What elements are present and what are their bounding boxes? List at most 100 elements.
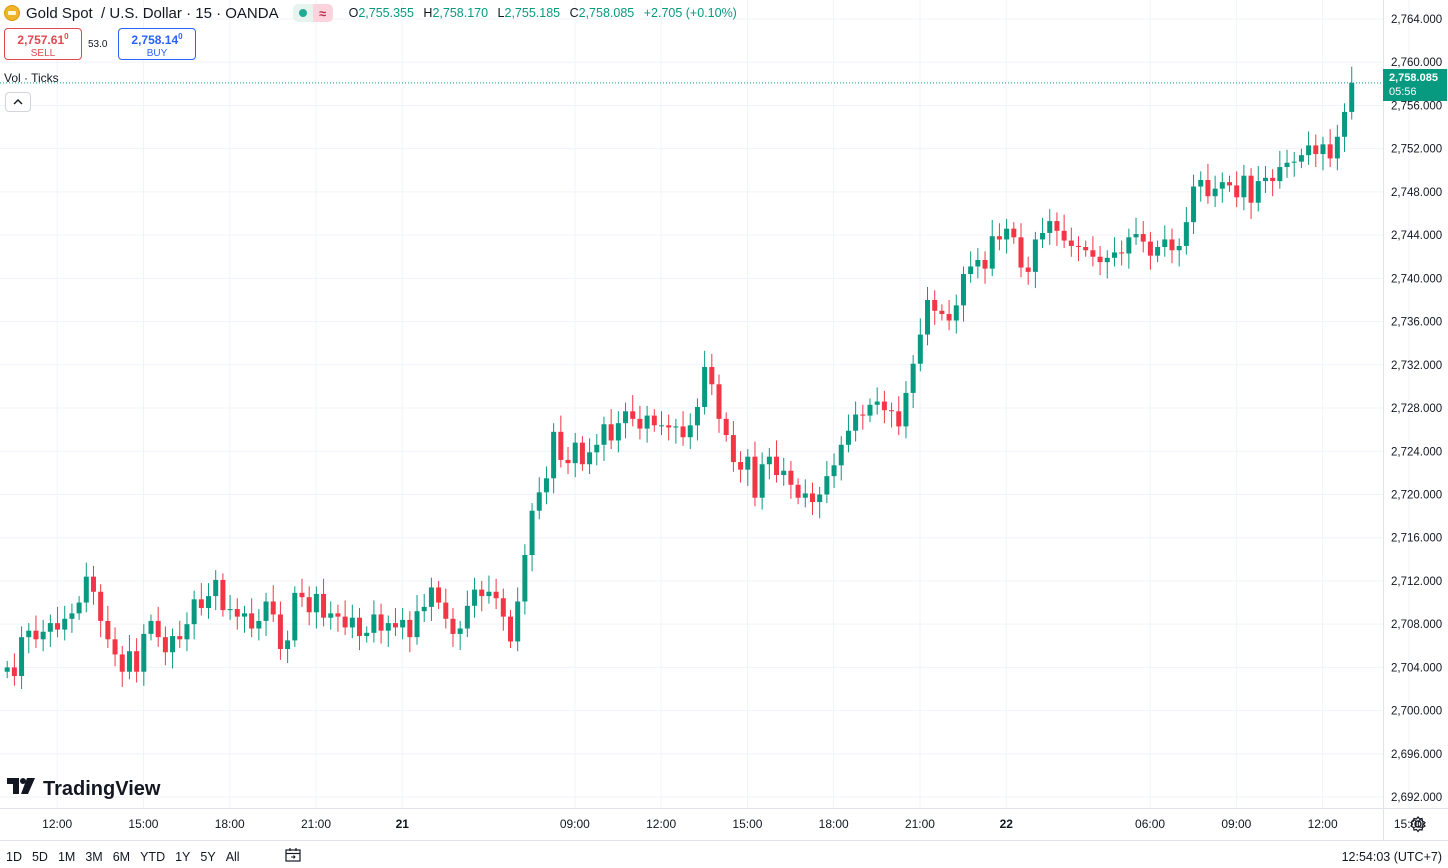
candle bbox=[1018, 223, 1024, 278]
candle-body bbox=[1334, 136, 1340, 159]
candle bbox=[745, 449, 751, 486]
candle-body bbox=[889, 410, 895, 412]
candle bbox=[1169, 228, 1175, 264]
candle bbox=[1234, 171, 1240, 208]
candle bbox=[1277, 150, 1283, 189]
candle-body bbox=[960, 274, 966, 306]
candle-body bbox=[299, 592, 305, 598]
candle-body bbox=[946, 314, 952, 321]
candle-body bbox=[112, 639, 118, 655]
candle-body bbox=[213, 579, 219, 597]
timezone-clock[interactable]: 12:54:03 (UTC+7) bbox=[1341, 850, 1442, 864]
candle-body bbox=[1291, 161, 1297, 163]
candle-body bbox=[1306, 145, 1312, 156]
candle-body bbox=[1140, 234, 1146, 242]
time-axis-label: 21:00 bbox=[301, 817, 331, 831]
last-price-label: 2,758.085 05:56 bbox=[1383, 69, 1447, 101]
range-button-1m[interactable]: 1M bbox=[57, 850, 76, 864]
candle bbox=[1212, 175, 1218, 208]
candle bbox=[206, 583, 212, 619]
candle-body bbox=[1047, 221, 1053, 233]
candle-body bbox=[342, 616, 348, 628]
candle-body bbox=[1270, 177, 1276, 182]
range-button-ytd[interactable]: YTD bbox=[140, 850, 166, 864]
candle bbox=[1255, 165, 1261, 212]
price-axis-label: 2,764.000 bbox=[1391, 14, 1442, 26]
collapse-legend-button[interactable] bbox=[5, 92, 31, 112]
candle-body bbox=[40, 631, 46, 640]
candle-body bbox=[493, 591, 499, 599]
candle bbox=[658, 411, 664, 436]
candle bbox=[853, 401, 859, 442]
time-axis-label: 12:00 bbox=[1308, 817, 1338, 831]
candle-body bbox=[83, 576, 89, 603]
candle-body bbox=[392, 623, 398, 628]
candle-body bbox=[198, 599, 204, 608]
candle-body bbox=[191, 599, 197, 625]
candle-body bbox=[522, 555, 528, 602]
candle bbox=[313, 586, 319, 629]
symbol-title[interactable]: Gold Spot / U.S. Dollar · 15 · OANDA bbox=[26, 4, 279, 22]
time-axis-label: 09:00 bbox=[560, 817, 590, 831]
candle-body bbox=[630, 411, 636, 419]
candle bbox=[917, 318, 923, 372]
candle-body bbox=[608, 424, 614, 441]
candle bbox=[306, 586, 312, 626]
range-button-all[interactable]: All bbox=[225, 850, 240, 864]
tv-logo-icon bbox=[7, 777, 37, 801]
candle-body bbox=[1234, 185, 1240, 198]
range-button-1d[interactable]: 1D bbox=[6, 850, 22, 864]
candle-body bbox=[1169, 239, 1175, 251]
candle bbox=[1262, 165, 1268, 193]
sell-button[interactable]: 2,757.610 SELL bbox=[4, 28, 82, 60]
candle-body bbox=[1255, 181, 1261, 203]
candle bbox=[119, 645, 125, 687]
range-button-6m[interactable]: 6M bbox=[112, 850, 131, 864]
candle-body bbox=[709, 366, 715, 385]
candle bbox=[299, 578, 305, 607]
tradingview-logo[interactable]: TradingView bbox=[7, 777, 160, 801]
calendar-goto-icon[interactable] bbox=[285, 848, 301, 862]
candle-body bbox=[730, 435, 736, 463]
candle bbox=[817, 486, 823, 519]
range-button-1y[interactable]: 1Y bbox=[175, 850, 191, 864]
candle-body bbox=[306, 597, 312, 613]
candle bbox=[155, 606, 161, 647]
price-axis-label: 2,716.000 bbox=[1391, 533, 1442, 545]
time-axis[interactable]: 12:00 15:00 18:00 21:00 21 09:00 12:00 15:00 18:… bbox=[0, 808, 1448, 832]
candle bbox=[1270, 169, 1276, 197]
bar-countdown: 05:56 bbox=[1389, 86, 1417, 98]
range-button-5y[interactable]: 5Y bbox=[200, 850, 216, 864]
buy-button[interactable]: 2,758.140 BUY bbox=[118, 28, 196, 60]
candle bbox=[105, 605, 111, 648]
candle-body bbox=[328, 613, 334, 618]
candle bbox=[759, 452, 765, 510]
candle bbox=[1284, 149, 1290, 178]
candle-body bbox=[1342, 111, 1348, 137]
candle bbox=[824, 460, 830, 504]
candle bbox=[1004, 218, 1010, 254]
volume-indicator-label[interactable]: Vol · Ticks bbox=[4, 71, 59, 85]
candle bbox=[579, 436, 585, 471]
settings-gear-icon[interactable] bbox=[1409, 815, 1427, 833]
candle-body bbox=[357, 617, 363, 637]
candle-body bbox=[702, 366, 708, 407]
candle-body bbox=[1076, 245, 1082, 248]
candle-body bbox=[292, 592, 298, 641]
candle bbox=[134, 638, 140, 683]
price-axis[interactable]: 2,692.000 2,696.000 2,700.000 2,704.000 2,70… bbox=[1383, 0, 1443, 840]
candle-body bbox=[69, 613, 75, 619]
candle bbox=[263, 592, 269, 637]
candle bbox=[1349, 66, 1355, 120]
time-axis-label: 22 bbox=[1000, 817, 1014, 831]
candle-body bbox=[220, 579, 226, 611]
candle bbox=[874, 387, 880, 415]
range-button-5d[interactable]: 5D bbox=[31, 850, 48, 864]
price-axis-label: 2,740.000 bbox=[1391, 273, 1442, 285]
candle bbox=[730, 421, 736, 472]
market-status[interactable]: ≈ bbox=[292, 4, 333, 22]
candle-body bbox=[479, 589, 485, 597]
candle bbox=[26, 623, 32, 654]
range-button-3m[interactable]: 3M bbox=[85, 850, 103, 864]
